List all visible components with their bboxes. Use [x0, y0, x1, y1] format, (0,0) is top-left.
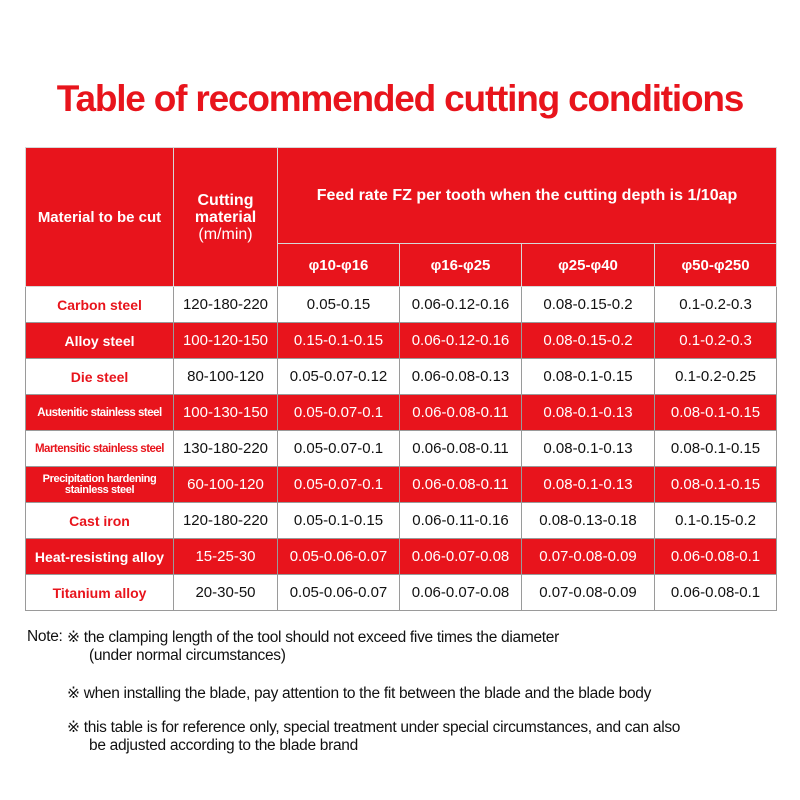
note-text: when installing the blade, pay attention… [83, 685, 652, 702]
cutting-speed: 80-100-120 [173, 358, 278, 395]
table-row: Heat-resisting alloy 15-25-30 0.05-0.06-… [25, 538, 778, 575]
header-diameter: φ50-φ250 [653, 243, 778, 287]
note-item: ※ when installing the blade, pay attentio… [67, 684, 651, 703]
header-material: Material to be cut [25, 147, 174, 287]
reference-mark-icon: ※ [67, 719, 80, 736]
feed-value: 0.05-0.1-0.15 [277, 502, 400, 539]
feed-value: 0.08-0.1-0.15 [653, 394, 778, 431]
reference-mark-icon: ※ [67, 629, 80, 646]
feed-value: 0.06-0.12-0.16 [399, 286, 522, 323]
table-row: Carbon steel 120-180-220 0.05-0.15 0.06-… [25, 286, 778, 323]
note-text: the clamping length of the tool should n… [83, 629, 560, 646]
feed-value: 0.08-0.1-0.13 [521, 394, 655, 431]
feed-value: 0.07-0.08-0.09 [521, 574, 655, 611]
header-feed-rate: Feed rate FZ per tooth when the cutting … [276, 147, 778, 244]
header-cutting-material: Cutting material (m/min) [173, 147, 278, 287]
header-cutting-material-line2: material [194, 208, 257, 226]
note-item: ※ the clamping length of the tool should … [67, 628, 559, 665]
feed-value: 0.06-0.08-0.13 [399, 358, 522, 395]
cutting-speed: 20-30-50 [173, 574, 278, 611]
header-diameter: φ25-φ40 [521, 243, 655, 287]
note-item: ※ this table is for reference only, speci… [67, 718, 680, 755]
material-name: Austenitic stainless steel [25, 394, 174, 431]
feed-value: 0.06-0.07-0.08 [399, 574, 522, 611]
feed-value: 0.05-0.07-0.1 [277, 466, 400, 503]
cutting-speed: 100-130-150 [173, 394, 278, 431]
feed-value: 0.05-0.07-0.1 [277, 430, 400, 467]
feed-value: 0.08-0.1-0.13 [521, 466, 655, 503]
material-name: Martensitic stainless steel [25, 430, 174, 467]
feed-value: 0.05-0.07-0.1 [277, 394, 400, 431]
note-text-continued: be adjusted according to the blade brand [89, 737, 358, 754]
feed-value: 0.08-0.1-0.13 [521, 430, 655, 467]
note-text-continued: (under normal circumstances) [89, 647, 286, 664]
table-row: Austenitic stainless steel 100-130-150 0… [25, 394, 778, 431]
table-row: Die steel 80-100-120 0.05-0.07-0.12 0.06… [25, 358, 778, 395]
feed-value: 0.08-0.15-0.2 [521, 286, 655, 323]
cutting-conditions-table: Material to be cut Cutting material (m/m… [25, 147, 778, 611]
feed-value: 0.05-0.06-0.07 [277, 574, 400, 611]
reference-mark-icon: ※ [67, 685, 80, 702]
feed-value: 0.1-0.15-0.2 [653, 502, 778, 539]
feed-value: 0.1-0.2-0.25 [653, 358, 778, 395]
cutting-speed: 130-180-220 [173, 430, 278, 467]
feed-value: 0.05-0.07-0.12 [277, 358, 400, 395]
cutting-speed: 120-180-220 [173, 502, 278, 539]
header-diameter: φ16-φ25 [399, 243, 522, 287]
material-name: Carbon steel [25, 286, 174, 323]
note-text: this table is for reference only, specia… [83, 719, 681, 736]
table-row: Precipitation hardening stainless steel … [25, 466, 778, 503]
header-diameter: φ10-φ16 [277, 243, 400, 287]
material-name: Alloy steel [25, 322, 174, 359]
feed-value: 0.06-0.12-0.16 [399, 322, 522, 359]
feed-value: 0.05-0.06-0.07 [277, 538, 400, 575]
cutting-speed: 100-120-150 [173, 322, 278, 359]
feed-value: 0.06-0.08-0.11 [399, 430, 522, 467]
feed-value: 0.06-0.11-0.16 [399, 502, 522, 539]
feed-value: 0.06-0.08-0.11 [399, 394, 522, 431]
feed-value: 0.06-0.08-0.11 [399, 466, 522, 503]
feed-value: 0.06-0.08-0.1 [653, 538, 778, 575]
feed-value: 0.08-0.15-0.2 [521, 322, 655, 359]
material-name: Titanium alloy [25, 574, 174, 611]
feed-value: 0.06-0.07-0.08 [399, 538, 522, 575]
feed-value: 0.08-0.1-0.15 [653, 430, 778, 467]
feed-value: 0.08-0.1-0.15 [521, 358, 655, 395]
header-cutting-material-line1: Cutting [197, 191, 254, 209]
feed-value: 0.08-0.1-0.15 [653, 466, 778, 503]
material-name: Heat-resisting alloy [25, 538, 174, 575]
note-label: Note: [27, 628, 63, 645]
header-cutting-material-unit: (m/min) [198, 225, 253, 243]
table-row: Cast iron 120-180-220 0.05-0.1-0.15 0.06… [25, 502, 778, 539]
feed-value: 0.1-0.2-0.3 [653, 286, 778, 323]
feed-value: 0.06-0.08-0.1 [653, 574, 778, 611]
feed-value: 0.08-0.13-0.18 [521, 502, 655, 539]
table-row: Martensitic stainless steel 130-180-220 … [25, 430, 778, 467]
material-name: Cast iron [25, 502, 174, 539]
cutting-speed: 15-25-30 [173, 538, 278, 575]
feed-value: 0.1-0.2-0.3 [653, 322, 778, 359]
cutting-speed: 60-100-120 [173, 466, 278, 503]
material-name: Precipitation hardening stainless steel [25, 466, 174, 503]
table-row: Alloy steel 100-120-150 0.15-0.1-0.15 0.… [25, 322, 778, 359]
feed-value: 0.07-0.08-0.09 [521, 538, 655, 575]
material-name: Die steel [25, 358, 174, 395]
cutting-speed: 120-180-220 [173, 286, 278, 323]
page-title: Table of recommended cutting conditions [56, 78, 745, 119]
material-name-line2: stainless steel [64, 483, 135, 496]
feed-value: 0.05-0.15 [277, 286, 400, 323]
feed-value: 0.15-0.1-0.15 [277, 322, 400, 359]
table-row: Titanium alloy 20-30-50 0.05-0.06-0.07 0… [25, 574, 778, 611]
material-name-line1: Precipitation hardening [42, 472, 157, 485]
